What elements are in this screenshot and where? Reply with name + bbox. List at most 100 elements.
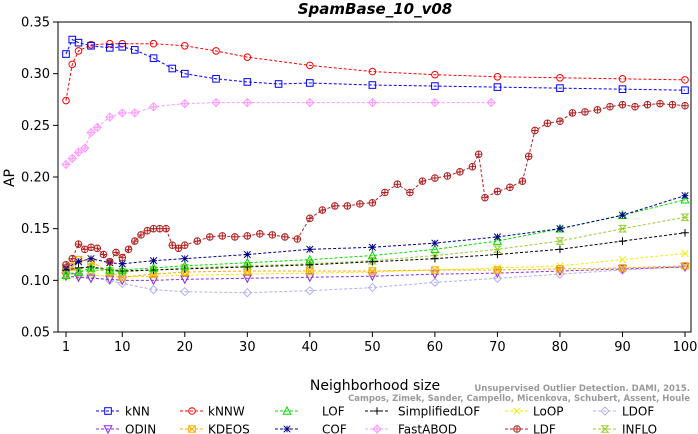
series-layer (61, 35, 690, 298)
point-cof (431, 239, 439, 247)
point-ldf (124, 245, 133, 254)
point-ldf (431, 174, 439, 182)
point-ldf (443, 172, 452, 180)
point-ldf (68, 254, 77, 263)
series-line-ldf (65, 103, 686, 266)
y-tick-label: 0.30 (21, 67, 50, 82)
point-ldf (643, 100, 652, 109)
point-fastabod (486, 97, 496, 108)
point-knnw (212, 47, 220, 55)
point-ldf (206, 233, 214, 241)
point-odin (430, 270, 440, 280)
point-lof (86, 262, 96, 272)
x-tick-label: 90 (614, 340, 631, 355)
point-ldf (174, 244, 183, 253)
point-simplifiedlof (556, 245, 564, 254)
point-cof (681, 191, 689, 200)
x-tick-label: 20 (177, 340, 194, 355)
point-knnw (74, 47, 83, 55)
point-ldof (117, 278, 127, 289)
legend-marker-odin (103, 425, 113, 434)
point-ldf (268, 231, 277, 239)
y-tick-label: 0.25 (21, 119, 50, 134)
point-ldf (99, 250, 108, 259)
y-tick-label: 0.20 (21, 171, 50, 186)
point-ldf (118, 253, 127, 262)
point-knn (274, 80, 283, 88)
point-ldf (137, 231, 145, 239)
point-kdeos (368, 267, 377, 275)
point-fastabod (105, 112, 115, 122)
point-loop (618, 256, 627, 264)
point-cof (368, 243, 377, 251)
point-knnw (431, 70, 439, 79)
point-knn (149, 54, 158, 62)
point-cof (243, 250, 251, 259)
point-kdeos (431, 266, 439, 274)
point-fastabod (92, 122, 102, 133)
point-knn (618, 85, 627, 93)
point-fastabod (73, 147, 84, 157)
point-ldf (568, 109, 577, 117)
point-ldf (456, 168, 464, 176)
legend-label-simplifiedlof: SimplifiedLOF (398, 405, 480, 419)
point-cof (306, 245, 314, 253)
point-ldf (524, 152, 533, 161)
point-knnw (180, 41, 189, 50)
point-fastabod (367, 97, 378, 108)
legend-marker-kdeos (188, 425, 196, 433)
legend-label-kdeos: KDEOS (208, 423, 250, 434)
point-ldf (381, 188, 389, 197)
point-knn (243, 78, 252, 86)
point-knnw (243, 53, 252, 61)
point-odin (180, 275, 190, 285)
point-odin (73, 273, 84, 283)
legend-item-lof: LOF (275, 405, 345, 419)
point-lof (367, 250, 377, 260)
point-lof (180, 260, 190, 270)
point-odin (105, 275, 115, 285)
point-lof (430, 244, 440, 254)
point-ldf (112, 248, 120, 257)
point-ldf (581, 108, 589, 116)
point-ldof (242, 288, 253, 298)
point-knn (87, 41, 95, 50)
point-ldf (243, 232, 252, 240)
point-ldf (618, 100, 627, 109)
point-ldf (531, 126, 539, 135)
point-ldf (218, 232, 227, 240)
point-ldf (143, 227, 152, 235)
legend-item-ldf: LDF (505, 423, 556, 434)
point-kdeos (681, 262, 689, 270)
point-fastabod (430, 97, 440, 108)
legend-label-odin: ODIN (125, 423, 156, 434)
point-lof (148, 262, 159, 272)
point-knnw (68, 60, 77, 69)
legend-marker-knn (104, 407, 112, 415)
point-cof (118, 260, 126, 268)
point-knn (368, 81, 377, 89)
legend-item-ldof: LDOF (593, 405, 654, 419)
point-simplifiedlof (618, 237, 627, 245)
series-line-cof (65, 195, 686, 269)
point-ldf (631, 103, 639, 111)
point-fastabod (148, 102, 159, 112)
point-knn (74, 38, 83, 47)
point-knnw (306, 61, 314, 70)
point-ldf (93, 244, 102, 253)
point-ldf (193, 237, 202, 245)
point-lof (242, 257, 252, 267)
point-lof (117, 264, 127, 274)
y-tick-label: 0.10 (21, 274, 50, 289)
point-knn (118, 43, 127, 51)
series-line-kdeos (65, 259, 686, 278)
credit-line-1: Unsupervised Outlier Detection. DAMI, 20… (474, 384, 690, 394)
legend-marker-knnw (188, 407, 196, 415)
series-lof (61, 194, 690, 279)
chart-title: SpamBase_10_v08 (298, 0, 452, 18)
point-ldf (80, 245, 89, 254)
series-line-odin (65, 266, 686, 281)
legend-item-cof: COF (275, 423, 347, 434)
x-tick-label: 40 (302, 340, 319, 355)
point-lof (492, 235, 503, 245)
